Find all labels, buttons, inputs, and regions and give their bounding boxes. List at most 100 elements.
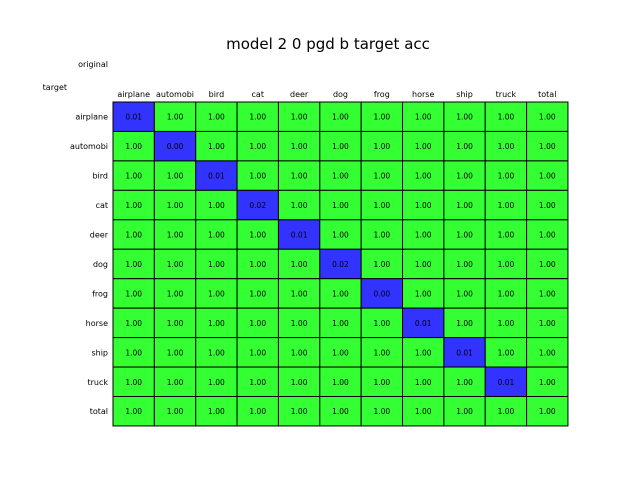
cell-value: 1.00 xyxy=(125,142,142,151)
cell-value: 0.01 xyxy=(498,378,515,387)
cell-value: 1.00 xyxy=(125,231,142,240)
heatmap-cell xyxy=(112,219,155,250)
cell-value: 1.00 xyxy=(291,348,308,357)
cell-value: 1.00 xyxy=(456,231,473,240)
cell-value: 1.00 xyxy=(415,407,432,416)
cell-value: 1.00 xyxy=(208,231,225,240)
row-labels: airplane automobi bird cat deer dog frog horse s… xyxy=(70,113,109,417)
cell-value: 1.00 xyxy=(498,348,515,357)
cell-value: 0.02 xyxy=(332,260,349,269)
cell-value: 1.00 xyxy=(332,289,349,298)
cell-value: 1.00 xyxy=(291,201,308,210)
heatmap-cell xyxy=(443,337,486,368)
row-label: deer xyxy=(90,231,109,240)
heatmap-cell xyxy=(526,396,569,427)
heatmap-cell xyxy=(443,130,486,162)
cell-value: 1.00 xyxy=(456,260,473,269)
heatmap-cell xyxy=(484,307,528,339)
cell-value: 1.00 xyxy=(498,407,515,416)
cell-value: 1.00 xyxy=(291,113,308,122)
cell-value: 1.00 xyxy=(539,201,556,210)
cell-value: 1.00 xyxy=(456,142,473,151)
cell-value: 1.00 xyxy=(167,407,184,416)
heatmap-cell xyxy=(484,130,528,162)
cell-value: 1.00 xyxy=(498,113,515,122)
cell-value: 1.00 xyxy=(249,113,266,122)
cell-value: 1.00 xyxy=(498,172,515,181)
column-label: frog xyxy=(374,90,390,99)
cell-value: 1.00 xyxy=(332,348,349,357)
heatmap-cell xyxy=(195,189,238,221)
cell-value: 1.00 xyxy=(539,142,556,151)
cell-value: 1.00 xyxy=(539,260,556,269)
heatmap-cells: 0.01 1.00 1.00 1.00 1.00 1.00 1.00 1.00 1.00 1.00… xyxy=(112,101,569,427)
heatmap-cell xyxy=(277,130,321,162)
heatmap-cell xyxy=(402,396,445,427)
cell-value: 1.00 xyxy=(332,113,349,122)
cell-value: 1.00 xyxy=(539,348,556,357)
heatmap-cell xyxy=(360,130,404,162)
heatmap-cell xyxy=(277,396,321,427)
heatmap-cell xyxy=(360,307,404,339)
cell-value: 1.00 xyxy=(291,260,308,269)
heatmap-cell xyxy=(402,130,445,162)
cell-value: 1.00 xyxy=(332,231,349,240)
heatmap-cell xyxy=(319,219,362,250)
heatmap-cell xyxy=(526,366,569,397)
cell-value: 1.00 xyxy=(415,378,432,387)
heatmap-cell xyxy=(526,189,569,221)
cell-value: 1.00 xyxy=(249,172,266,181)
cell-value: 1.00 xyxy=(208,378,225,387)
cell-value: 1.00 xyxy=(456,289,473,298)
cell-value: 1.00 xyxy=(373,378,390,387)
heatmap-cell xyxy=(319,396,362,427)
cell-value: 1.00 xyxy=(415,113,432,122)
cell-value: 1.00 xyxy=(125,378,142,387)
cell-value: 1.00 xyxy=(539,231,556,240)
cell-value: 1.00 xyxy=(373,172,390,181)
heatmap-cell xyxy=(484,101,528,132)
cell-value: 1.00 xyxy=(332,172,349,181)
row-label: horse xyxy=(86,319,108,328)
cell-value: 1.00 xyxy=(415,142,432,151)
cell-value: 1.00 xyxy=(456,201,473,210)
cell-value: 1.00 xyxy=(498,142,515,151)
cell-value: 1.00 xyxy=(249,289,266,298)
heatmap-cell xyxy=(443,219,486,250)
cell-value: 1.00 xyxy=(167,201,184,210)
cell-value: 1.00 xyxy=(415,289,432,298)
cell-value: 1.00 xyxy=(373,142,390,151)
row-label: total xyxy=(90,407,108,416)
cell-value: 1.00 xyxy=(539,407,556,416)
heatmap-cell xyxy=(277,366,321,397)
row-label: automobi xyxy=(70,142,108,151)
cell-value: 1.00 xyxy=(498,289,515,298)
heatmap-cell xyxy=(112,278,155,309)
heatmap-cell xyxy=(360,160,404,191)
heatmap-cell xyxy=(402,307,445,339)
cell-value: 1.00 xyxy=(539,378,556,387)
row-axis-label: target xyxy=(43,83,67,92)
heatmap-cell xyxy=(277,160,321,191)
cell-value: 1.00 xyxy=(291,378,308,387)
cell-value: 1.00 xyxy=(125,260,142,269)
heatmap-cell xyxy=(443,160,486,191)
heatmap-cell xyxy=(153,396,197,427)
cell-value: 1.00 xyxy=(373,260,390,269)
cell-value: 1.00 xyxy=(125,172,142,181)
cell-value: 1.00 xyxy=(498,231,515,240)
cell-value: 1.00 xyxy=(373,407,390,416)
heatmap-cell xyxy=(195,337,238,368)
cell-value: 1.00 xyxy=(249,378,266,387)
column-label: dog xyxy=(333,90,348,99)
cell-value: 1.00 xyxy=(291,142,308,151)
cell-value: 1.00 xyxy=(249,231,266,240)
cell-value: 0.01 xyxy=(125,113,142,122)
cell-value: 1.00 xyxy=(456,113,473,122)
heatmap-cell xyxy=(484,219,528,250)
cell-value: 1.00 xyxy=(332,142,349,151)
cell-value: 1.00 xyxy=(167,172,184,181)
heatmap-cell xyxy=(319,366,362,397)
cell-value: 1.00 xyxy=(208,260,225,269)
heatmap-cell xyxy=(319,130,362,162)
